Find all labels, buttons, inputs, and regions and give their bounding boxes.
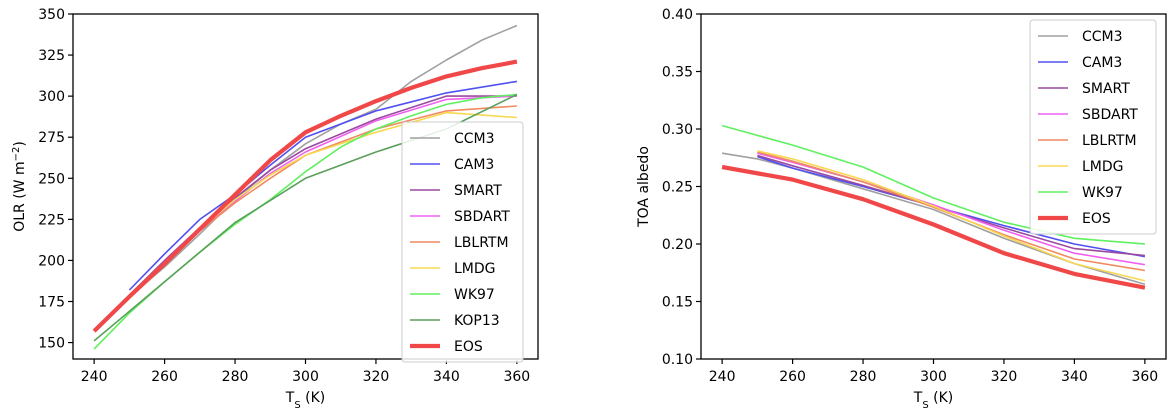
y-tick-label: 0.40 [662, 7, 693, 23]
legend-label-eos: EOS [1082, 211, 1111, 227]
legend: CCM3 CAM3 SMART SBDART LBLRTM LMDG WK97 EOS [1029, 19, 1157, 235]
legend-label-smart: SMART [1082, 81, 1130, 97]
x-tick-label: 320 [363, 369, 390, 385]
x-tick-label: 360 [1131, 369, 1158, 385]
x-tick-label: 260 [151, 369, 178, 385]
legend: CCM3 CAM3 SMART SBDART LBLRTM LMDG WK97 KOP13 EO… [401, 121, 524, 363]
series-line-cam3 [128, 80, 518, 291]
legend-label-lblrtm: LBLRTM [454, 235, 509, 251]
legend-label-ccm3: CCM3 [1082, 29, 1123, 45]
legend-label-cam3: CAM3 [454, 157, 494, 173]
legend-label-lmdg: LMDG [1082, 159, 1124, 175]
legend-label-cam3: CAM3 [1082, 55, 1122, 71]
legend-label-eos: EOS [454, 339, 483, 355]
series-line-lmdg [757, 150, 1146, 282]
chart-panel-1: 240 260 280 300 320 340 360 150 175 200 225 250 275 3… [11, 7, 539, 411]
legend-box [401, 121, 524, 363]
x-tick-label: 340 [1061, 369, 1088, 385]
x-axis-label: TS (K) [285, 390, 325, 411]
y-tick-label: 300 [38, 89, 65, 105]
y-tick-label: 250 [38, 171, 65, 187]
x-axis-label: TS (K) [913, 390, 953, 411]
y-tick-label: 0.15 [662, 295, 693, 311]
y-tick-label: 175 [38, 295, 65, 311]
x-tick-label: 240 [709, 369, 736, 385]
legend-label-kop13: KOP13 [454, 313, 500, 329]
y-tick-label: 0.25 [662, 180, 693, 196]
series-line-ccm3 [128, 24, 518, 298]
x-tick-label: 360 [503, 369, 530, 385]
y-tick-label: 150 [38, 336, 65, 352]
legend-label-smart: SMART [454, 183, 502, 199]
series-line-wk97 [721, 124, 1145, 245]
y-tick-label: 200 [38, 253, 65, 269]
series-group [92, 24, 518, 350]
legend-label-wk97: WK97 [454, 287, 495, 303]
series-group [721, 124, 1146, 290]
x-tick-label: 280 [850, 369, 877, 385]
y-tick-label: 225 [38, 212, 65, 228]
legend-label-ccm3: CCM3 [454, 131, 495, 147]
x-tick-label: 300 [920, 369, 947, 385]
y-tick-label: 0.20 [662, 237, 693, 253]
series-line-lblrtm [757, 151, 1146, 272]
x-tick-label: 300 [292, 369, 319, 385]
series-line-eos [721, 164, 1146, 290]
legend-label-lmdg: LMDG [454, 261, 496, 277]
y-tick-label: 275 [38, 130, 65, 146]
legend-box [1029, 19, 1157, 235]
series-line-eos [92, 59, 518, 333]
x-tick-label: 340 [433, 369, 460, 385]
y-tick-label: 0.30 [662, 122, 693, 138]
x-tick-label: 260 [779, 369, 806, 385]
x-tick-label: 240 [81, 369, 108, 385]
y-tick-label: 0.35 [662, 65, 693, 81]
y-tick-label: 0.10 [662, 352, 693, 368]
chart-panel-2: 240 260 280 300 320 340 360 0.10 0.15 0.20 0.25 0.3… [636, 7, 1167, 411]
legend-label-wk97: WK97 [1082, 185, 1123, 201]
legend-label-sbdart: SBDART [454, 209, 510, 225]
y-axis-label: TOA albedo [636, 146, 652, 228]
series-line-sbdart [757, 152, 1146, 266]
y-tick-label: 350 [38, 7, 65, 23]
x-tick-label: 320 [991, 369, 1018, 385]
x-tick-label: 280 [222, 369, 249, 385]
legend-label-sbdart: SBDART [1082, 107, 1138, 123]
y-axis-label: OLR (W m−2) [11, 141, 29, 232]
legend-label-lblrtm: LBLRTM [1082, 133, 1137, 149]
y-tick-label: 325 [38, 48, 65, 64]
